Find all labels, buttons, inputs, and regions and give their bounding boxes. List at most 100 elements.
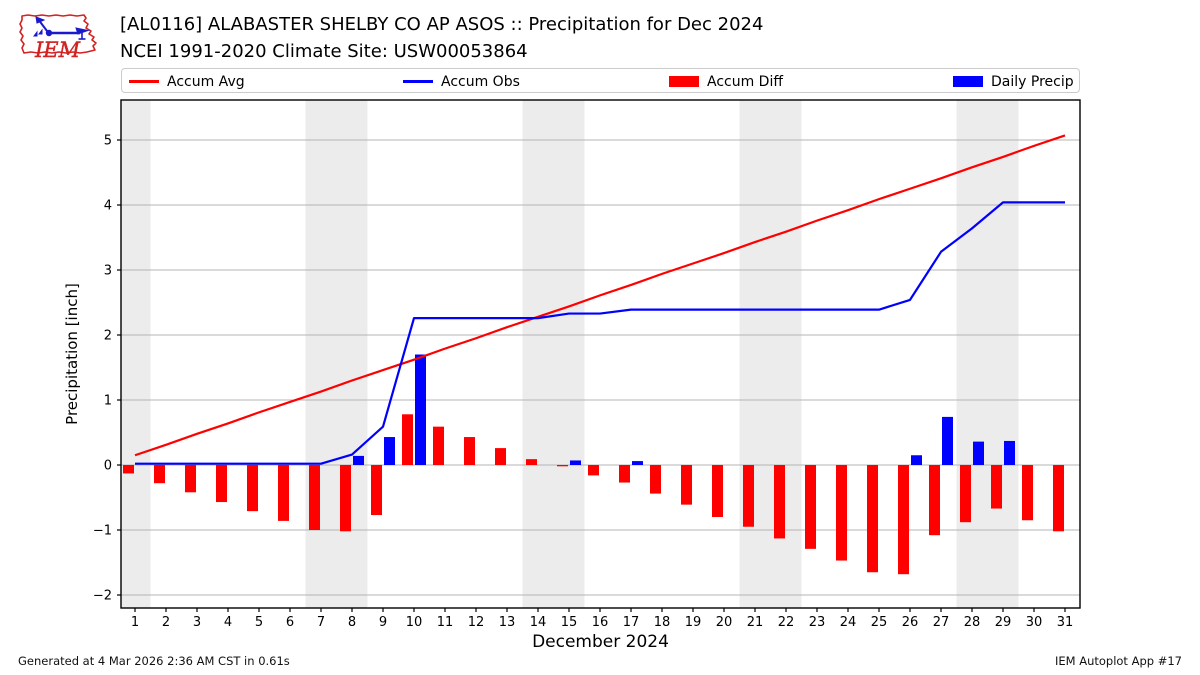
accum-diff-bar <box>743 465 754 527</box>
legend-item-accum-avg: Accum Avg <box>129 69 245 94</box>
weekend-band <box>305 100 368 608</box>
x-tick-label: 27 <box>933 615 950 630</box>
accum-diff-bar <box>278 465 289 521</box>
accum-obs-line <box>135 201 1065 465</box>
x-tick-label: 5 <box>255 615 263 630</box>
weather-vane-icon <box>33 16 90 40</box>
x-tick-label: 30 <box>1026 615 1043 630</box>
x-tick-label: 24 <box>840 615 857 630</box>
x-tick-label: 31 <box>1057 615 1074 630</box>
accum-diff-bar <box>402 414 413 465</box>
x-tick-label: 13 <box>499 615 516 630</box>
accum-diff-bar <box>712 465 723 517</box>
y-tick-label: 0 <box>104 459 112 474</box>
iem-logo-text: IEM <box>34 38 81 62</box>
x-tick-label: 18 <box>654 615 671 630</box>
y-tick-label: 5 <box>104 134 112 149</box>
legend-item-accum-diff: Accum Diff <box>669 69 783 94</box>
accum-diff-bar <box>495 448 506 465</box>
legend-item-accum-obs: Accum Obs <box>403 69 520 94</box>
x-tick-label: 29 <box>995 615 1012 630</box>
x-tick-label: 22 <box>778 615 795 630</box>
accum-avg-line-swatch <box>129 80 159 83</box>
accum-obs-line-swatch <box>403 80 433 83</box>
x-tick-label: 14 <box>530 615 547 630</box>
x-tick-label: 10 <box>406 615 423 630</box>
accum-diff-bar <box>650 465 661 494</box>
accum-diff-bar <box>774 465 785 539</box>
accum-diff-bar <box>247 465 258 512</box>
daily-precip-bar <box>942 416 953 465</box>
y-tick-label: −1 <box>93 524 112 539</box>
x-axis-label: December 2024 <box>532 632 669 652</box>
accum-diff-bar <box>681 465 692 505</box>
chart-legend: Accum Avg Accum Obs Accum Diff Daily Pre… <box>121 68 1080 93</box>
x-tick-label: 12 <box>468 615 485 630</box>
accum-diff-bar <box>929 465 940 536</box>
accum-diff-bar <box>464 437 475 465</box>
daily-precip-bar <box>1004 440 1015 465</box>
y-tick-label: 4 <box>104 199 112 214</box>
legend-label: Accum Avg <box>167 73 245 90</box>
x-tick-label: 6 <box>286 615 294 630</box>
accum-diff-bar <box>557 465 568 467</box>
accum-diff-bar <box>588 465 599 476</box>
x-tick-label: 26 <box>902 615 919 630</box>
x-tick-label: 8 <box>348 615 356 630</box>
y-tick-label: 2 <box>104 329 112 344</box>
x-tick-label: 3 <box>193 615 201 630</box>
page-title: [AL0116] ALABASTER SHELBY CO AP ASOS :: … <box>120 14 764 35</box>
legend-label: Daily Precip <box>991 73 1074 90</box>
weekend-band <box>956 100 1019 608</box>
accum-diff-bar <box>1053 465 1064 532</box>
title-block: [AL0116] ALABASTER SHELBY CO AP ASOS :: … <box>120 11 763 65</box>
accum-diff-bar <box>433 426 444 465</box>
legend-label: Accum Obs <box>441 73 520 90</box>
accum-diff-bar <box>619 465 630 483</box>
plot-frame <box>120 99 1081 609</box>
x-tick-label: 11 <box>437 615 454 630</box>
x-tick-label: 28 <box>964 615 981 630</box>
daily-precip-patch-swatch <box>953 76 983 87</box>
x-tick-label: 2 <box>162 615 170 630</box>
accum-diff-bar <box>123 465 134 474</box>
x-tick-label: 21 <box>747 615 764 630</box>
x-tick-label: 20 <box>716 615 733 630</box>
x-tick-label: 1 <box>131 615 139 630</box>
app-credit: IEM Autoplot App #17 <box>1054 654 1182 668</box>
x-tick-label: 15 <box>561 615 578 630</box>
y-axis-label: Precipitation [inch] <box>63 283 81 425</box>
x-tick-label: 16 <box>592 615 609 630</box>
accum-diff-bar <box>805 465 816 549</box>
legend-item-daily-precip: Daily Precip <box>953 69 1074 94</box>
daily-precip-bar <box>415 354 426 465</box>
y-tick-label: 1 <box>104 394 112 409</box>
daily-precip-bar <box>632 461 643 465</box>
x-tick-label: 4 <box>224 615 232 630</box>
daily-precip-bar <box>973 441 984 465</box>
daily-precip-bar <box>353 455 364 465</box>
accum-diff-bar <box>991 465 1002 509</box>
accum-diff-bar <box>309 465 320 530</box>
x-tick-label: 19 <box>685 615 702 630</box>
accum-avg-line <box>134 134 1066 457</box>
daily-precip-bar <box>911 455 922 465</box>
accum-diff-bar <box>960 465 971 523</box>
accum-diff-bar <box>1022 465 1033 521</box>
accum-diff-bar <box>898 465 909 575</box>
weekend-band <box>739 100 802 608</box>
legend-label: Accum Diff <box>707 73 784 90</box>
accum-diff-bar <box>154 465 165 484</box>
accum-diff-bar <box>526 459 537 465</box>
weekend-band <box>121 100 151 608</box>
weekend-band <box>522 100 585 608</box>
page-subtitle: NCEI 1991-2020 Climate Site: USW00053864 <box>120 41 528 62</box>
accum-diff-bar <box>836 465 847 561</box>
iem-logo: IEM <box>19 14 97 62</box>
accum-diff-patch-swatch <box>669 76 699 87</box>
accum-diff-bar <box>340 465 351 532</box>
x-tick-label: 9 <box>379 615 387 630</box>
x-tick-label: 17 <box>623 615 640 630</box>
